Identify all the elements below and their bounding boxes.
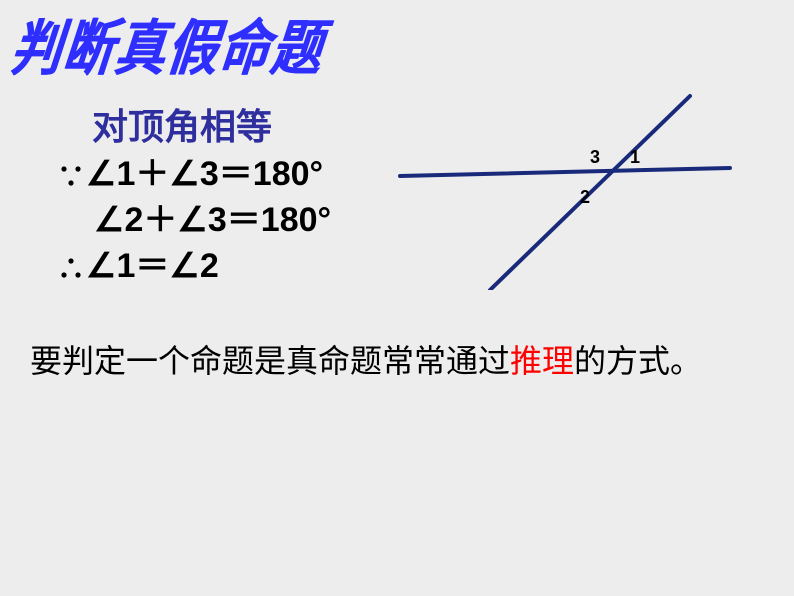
math-line-2: ∠2＋∠3＝180° [56, 198, 331, 244]
math-line-1: ∠1＋∠3＝180° [56, 152, 331, 198]
conclusion-pre: 要判定一个命题是真命题常常通过 [30, 343, 510, 379]
therefore-symbol [56, 255, 86, 281]
conclusion-post: 的方式。 [574, 343, 702, 379]
because-symbol [56, 163, 86, 189]
math-expr-1: ∠1＋∠3＝180° [86, 155, 323, 193]
slide-title: 判断真假命题 [7, 1, 329, 87]
math-expr-2: ∠2＋∠3＝180° [94, 201, 331, 239]
angle-diagram: 3 1 2 [380, 90, 740, 290]
conclusion-highlight: 推理 [510, 343, 574, 379]
angle-label-2: 2 [580, 187, 590, 207]
math-expr-3: ∠1＝∠2 [86, 247, 219, 285]
math-line-3: ∠1＝∠2 [56, 244, 331, 290]
math-proof-block: ∠1＋∠3＝180° ∠2＋∠3＝180° ∠1＝∠2 [56, 152, 331, 290]
diagram-line-1 [400, 168, 730, 176]
angle-label-1: 1 [630, 147, 640, 167]
subtitle: 对顶角相等 [92, 98, 272, 150]
angle-label-3: 3 [590, 147, 600, 167]
conclusion-text: 要判定一个命题是真命题常常通过推理的方式。 [30, 336, 702, 382]
